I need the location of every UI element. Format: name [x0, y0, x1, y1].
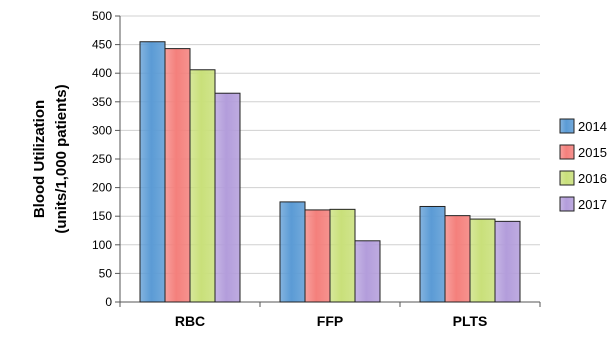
y-axis-label-line: Blood Utilization	[31, 100, 48, 218]
bar-plts-2016	[469, 218, 496, 303]
bar-rbc-2017	[214, 92, 241, 303]
y-tick-label: 350	[92, 95, 112, 109]
y-tick-label: 250	[92, 152, 112, 166]
legend-swatch-2017	[559, 196, 575, 212]
x-axis-categories: RBC FFP PLTS	[119, 302, 541, 329]
legend-swatch-2015	[559, 144, 575, 160]
y-tick-label: 100	[92, 238, 112, 252]
bar-rbc-2014	[139, 41, 166, 303]
legend-label: 2014	[578, 119, 607, 134]
y-tick-label: 500	[92, 9, 112, 23]
bar-ffp-2016	[329, 208, 356, 303]
legend-label: 2016	[578, 171, 607, 186]
bar-ffp-2017	[354, 240, 381, 303]
legend-swatch-2014	[559, 118, 575, 134]
x-category-label: PLTS	[453, 313, 488, 329]
bar-plts-2017	[494, 220, 521, 303]
bar-plts-2014	[419, 205, 446, 303]
legend: 2014 2015 2016 2017	[559, 118, 607, 212]
y-tick-label: 200	[92, 181, 112, 195]
x-category-label: FFP	[317, 313, 343, 329]
y-tick-label: 300	[92, 123, 112, 137]
legend-label: 2015	[578, 145, 607, 160]
legend-label: 2017	[578, 197, 607, 212]
bar-rbc-2016	[189, 69, 216, 303]
x-category-label: RBC	[175, 313, 205, 329]
y-tick-label: 450	[92, 38, 112, 52]
y-tick-label: 150	[92, 209, 112, 223]
y-axis-label-line: (units/1,000 patients)	[53, 84, 70, 233]
bar-rbc-2015	[164, 48, 191, 303]
y-axis-label: Blood Utilization (units/1,000 patients)	[31, 84, 70, 233]
bars	[139, 41, 521, 303]
bar-ffp-2015	[304, 209, 331, 303]
bar-plts-2015	[444, 215, 471, 303]
y-tick-label: 400	[92, 66, 112, 80]
y-tick-label: 50	[99, 266, 113, 280]
bar-ffp-2014	[279, 201, 306, 303]
y-axis-ticks: 0 50 100 150 200 250 300 350 400 450 500	[92, 9, 120, 309]
legend-swatch-2016	[559, 170, 575, 186]
y-tick-label: 0	[105, 295, 112, 309]
